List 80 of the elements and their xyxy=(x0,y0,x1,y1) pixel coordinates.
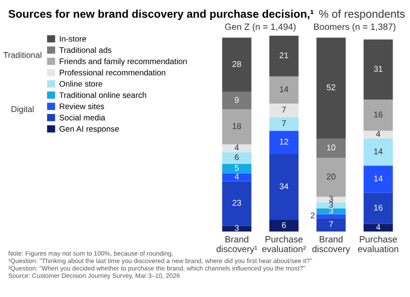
data-label: 23 xyxy=(232,200,242,206)
legend-label: Professional recommendation xyxy=(60,70,166,76)
text: Boomers (n = 1,387) xyxy=(314,23,396,32)
data-label: 18 xyxy=(232,123,242,130)
bar xyxy=(364,40,393,100)
chart-title: Sources for new brand discovery and purchase decision,¹ xyxy=(8,10,314,20)
bar xyxy=(222,226,252,232)
x-tick-label: Brand discovery xyxy=(312,236,350,254)
legend-label: Friends and family recommendation xyxy=(60,58,187,66)
bar xyxy=(316,214,346,218)
bar xyxy=(269,104,299,118)
bar xyxy=(316,138,346,158)
data-label: 28 xyxy=(232,61,242,67)
x-tick-label: Purchase evaluation xyxy=(358,236,398,252)
bar xyxy=(269,130,299,154)
bar xyxy=(316,202,346,208)
bar xyxy=(364,138,393,166)
data-label: 3 xyxy=(329,208,334,214)
bar xyxy=(222,38,252,92)
bar xyxy=(364,130,393,138)
data-label: 4 xyxy=(234,144,239,150)
x-tick-label: Brand discovery¹ xyxy=(216,236,258,254)
bar xyxy=(269,154,299,220)
data-label: 31 xyxy=(374,66,382,72)
legend-label: Gen AI response xyxy=(60,126,119,134)
data-label: 4 xyxy=(234,174,239,180)
bar xyxy=(269,117,299,131)
data-label: 7 xyxy=(329,221,333,228)
data-label: 14 xyxy=(374,176,383,182)
data-label: 5 xyxy=(234,165,239,171)
bar xyxy=(364,166,393,193)
bar xyxy=(269,36,299,76)
bar xyxy=(222,92,252,110)
data-label: 21 xyxy=(280,52,288,58)
data-label: 9 xyxy=(234,96,239,103)
data-label: 3 xyxy=(329,196,334,202)
bar xyxy=(222,144,252,152)
legend-label: Traditional online search xyxy=(59,92,146,98)
data-label: 6 xyxy=(234,154,239,160)
data-label: 10 xyxy=(327,144,336,150)
bar xyxy=(316,218,346,232)
data-label: 16 xyxy=(374,112,382,118)
data-label: 16 xyxy=(374,204,382,211)
legend-label: Review sites xyxy=(60,103,104,110)
bar xyxy=(269,76,299,104)
chart-subtitle: % of respondents xyxy=(319,10,405,20)
bar xyxy=(222,152,252,164)
data-label: 3 xyxy=(234,225,239,231)
bar xyxy=(364,100,393,131)
bar xyxy=(316,158,346,197)
data-label: 20 xyxy=(326,174,336,180)
bar xyxy=(316,196,346,203)
legend-label: In-store xyxy=(60,36,86,42)
bar xyxy=(364,192,393,224)
bar xyxy=(222,109,252,144)
data-label: 12 xyxy=(280,138,288,145)
bar xyxy=(222,164,252,174)
bar xyxy=(364,224,393,232)
text: Traditional xyxy=(3,52,42,58)
data-label: 52 xyxy=(326,84,336,90)
data-label: 6 xyxy=(282,222,286,228)
legend-label: Traditional ads xyxy=(59,46,112,53)
x-tick-label: Purchase evaluation² xyxy=(262,236,306,252)
bar xyxy=(269,220,299,232)
bar xyxy=(222,181,252,226)
data-label: 7 xyxy=(282,106,286,113)
data-label: 14 xyxy=(280,86,288,92)
data-label: 14 xyxy=(374,148,383,154)
data-label: 7 xyxy=(282,120,286,126)
data-label: 3 xyxy=(329,202,334,208)
data-label: 2 xyxy=(310,212,315,218)
legend-label: Social media xyxy=(60,114,106,120)
legend-label: Online store xyxy=(60,80,102,87)
data-label: 4 xyxy=(376,224,380,230)
data-label: 34 xyxy=(280,183,288,190)
text: Gen Z (n = 1,494) xyxy=(225,23,296,32)
data-label: 4 xyxy=(376,131,380,137)
text: Digital xyxy=(12,106,34,114)
bar xyxy=(316,38,346,138)
bar xyxy=(222,173,252,182)
